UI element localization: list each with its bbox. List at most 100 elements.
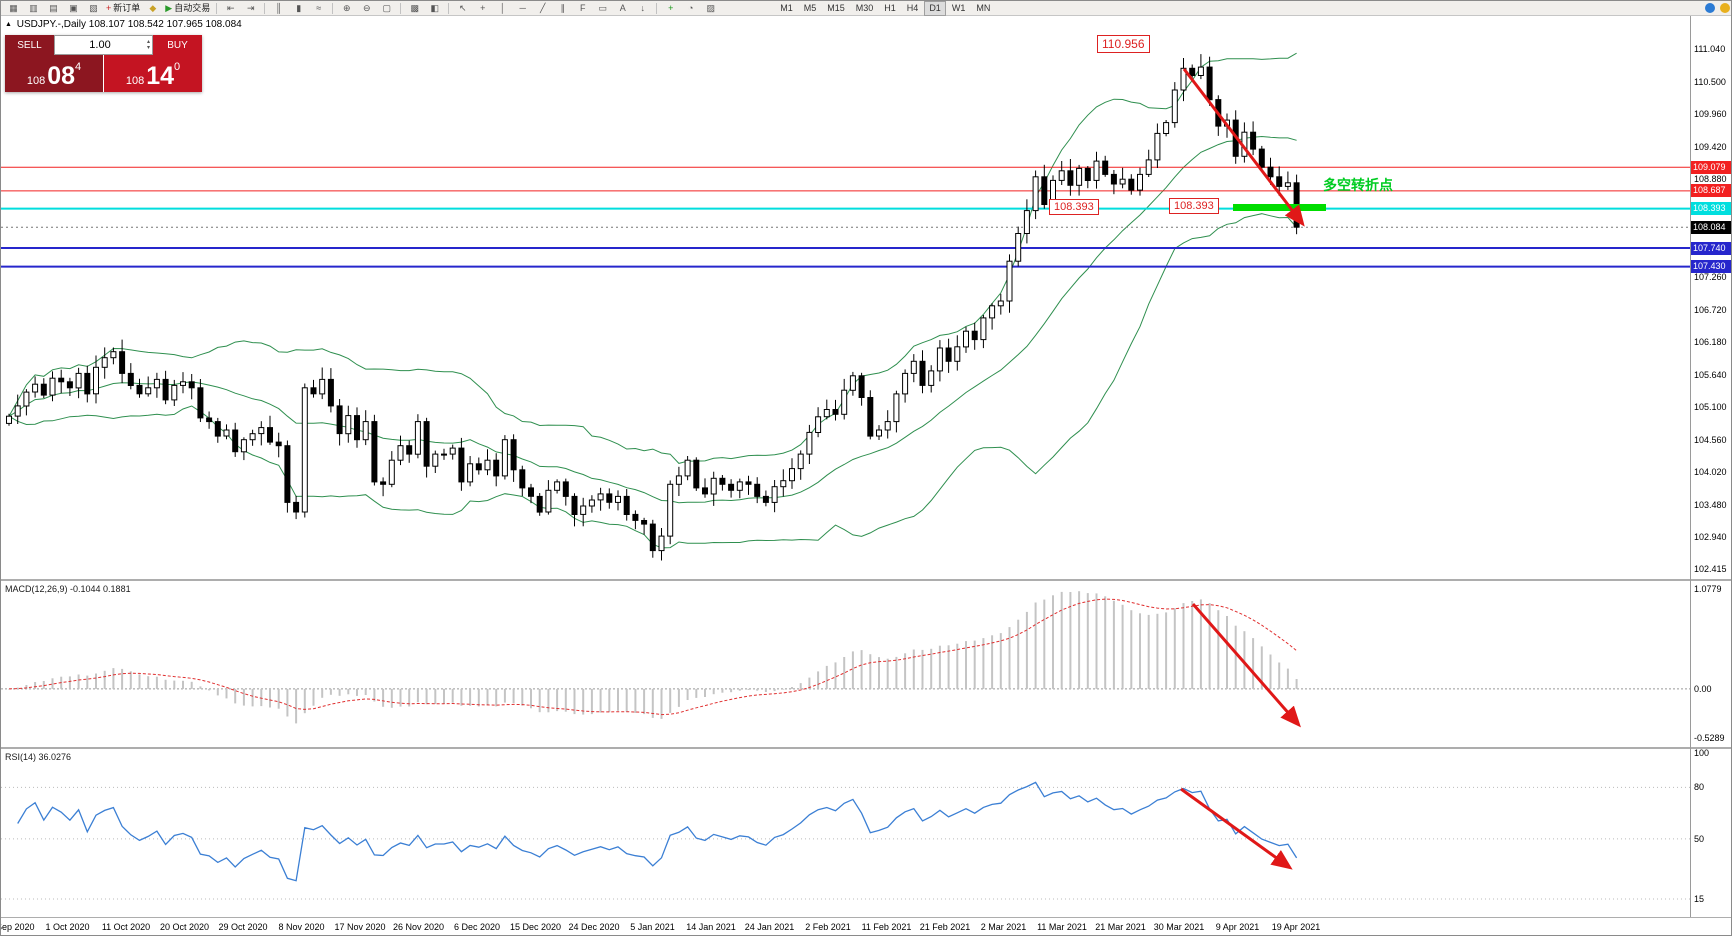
pane-separator[interactable]: [1, 579, 1731, 581]
chart-shift-icon[interactable]: ⇤: [226, 2, 235, 13]
spin-down-icon[interactable]: ▾: [146, 45, 150, 51]
new-chart-icon[interactable]: ▩: [410, 2, 419, 13]
periods-icon[interactable]: ◔: [688, 2, 694, 13]
timeframe-m1-button[interactable]: M1: [780, 2, 793, 13]
price-axis-label: 107.260: [1694, 271, 1727, 282]
turning-point-annotation[interactable]: 多空转折点: [1323, 177, 1393, 193]
timeframe-h4-button[interactable]: H4: [906, 2, 919, 13]
candlestick-chart-icon[interactable]: ▮: [296, 2, 302, 13]
time-axis-label: 30 Mar 2021: [1153, 922, 1205, 932]
price-level-tag: 107.430: [1691, 260, 1731, 274]
horizontal-line-icon[interactable]: ─: [519, 2, 526, 13]
rsi-line: [17, 781, 1298, 882]
notification-icon[interactable]: [1720, 3, 1730, 13]
ask-price-button[interactable]: 108 14 0: [104, 55, 202, 92]
price-axis-label: 111.040: [1694, 44, 1726, 54]
sell-button[interactable]: SELL: [5, 35, 54, 55]
buy-button[interactable]: BUY: [153, 35, 202, 55]
profiles-icon[interactable]: ◧: [430, 2, 439, 13]
time-axis-label: 29 Oct 2020: [218, 922, 268, 932]
timeframe-w1-button[interactable]: W1: [951, 2, 966, 13]
bid-big-digits: 08: [47, 62, 76, 90]
terminal-icon[interactable]: ▣: [69, 2, 78, 13]
time-axis[interactable]: 22 Sep 2020 1 Oct 2020 11 Oct 2020 20 Oct 2…: [1, 919, 1690, 935]
rsi-axis-label: 50: [1694, 833, 1705, 844]
time-axis-label: 17 Nov 2020: [334, 922, 386, 932]
time-axis-label: 19 Apr 2021: [1271, 922, 1321, 932]
timeframe-mn-button[interactable]: MN: [976, 2, 991, 13]
chart-symbol-header: ▲ USDJPY.-,Daily 108.107 108.542 107.965…: [5, 19, 242, 30]
rsi-pane[interactable]: [1, 749, 1690, 917]
spin-up-icon[interactable]: ▴: [146, 39, 150, 45]
arrow-objects-icon[interactable]: ↓: [640, 2, 645, 13]
bollinger-lower-band: [8, 213, 1297, 549]
zoom-out-icon[interactable]: ⊖: [362, 2, 371, 13]
bar-chart-icon[interactable]: ║: [275, 2, 282, 13]
bollinger-middle-band: [8, 135, 1297, 504]
indicators-icon[interactable]: +: [668, 2, 674, 13]
bid-price-button[interactable]: 108 08 4: [5, 55, 103, 92]
level-price-label[interactable]: 108.393: [1169, 198, 1219, 214]
time-axis-label: 24 Dec 2020: [568, 922, 620, 932]
time-axis-label: 14 Jan 2021: [686, 922, 736, 932]
macd-axis-label: 0.00: [1694, 683, 1712, 694]
macd-pane[interactable]: [1, 581, 1690, 747]
fibonacci-icon[interactable]: F: [579, 2, 586, 13]
tile-windows-icon[interactable]: ▢: [382, 2, 391, 13]
toolbar-separator: [216, 2, 218, 14]
navigator-icon[interactable]: ▤: [49, 2, 58, 13]
shapes-icon[interactable]: ▭: [598, 2, 607, 13]
rsi-axis-label: 100: [1694, 748, 1710, 758]
time-axis-label: 8 Nov 2020: [278, 922, 325, 932]
pane-separator[interactable]: [1, 747, 1731, 749]
level-price-label[interactable]: 108.393: [1049, 199, 1099, 215]
price-axis-label: 108.880: [1694, 174, 1727, 185]
current-price-tag: 108.084: [1691, 220, 1731, 234]
timeframe-m15-button[interactable]: M15: [827, 2, 845, 13]
trend-arrow: [1182, 68, 1305, 227]
macd-axis-label: -0.5289: [1694, 732, 1725, 743]
auto-scroll-icon[interactable]: ⇥: [246, 2, 255, 13]
volume-spinner[interactable]: ▴ ▾: [145, 39, 152, 51]
strategy-tester-icon[interactable]: ▧: [89, 2, 98, 13]
price-axis-label: 105.640: [1694, 369, 1727, 380]
price-axis-label: 109.960: [1694, 109, 1727, 120]
vertical-line-icon[interactable]: │: [499, 2, 506, 13]
cursor-icon[interactable]: ↖: [458, 2, 467, 13]
bollinger-upper-band: [8, 52, 1297, 464]
community-icon[interactable]: [1705, 3, 1715, 13]
volume-input[interactable]: [55, 38, 145, 52]
autotrading-button[interactable]: ▶ 自动交易: [165, 2, 211, 13]
line-chart-icon[interactable]: ≈: [316, 2, 322, 13]
zoom-in-icon[interactable]: ⊕: [342, 2, 351, 13]
time-axis-label: 11 Mar 2021: [1037, 922, 1087, 932]
time-axis-label: 21 Mar 2021: [1095, 922, 1146, 932]
templates-icon[interactable]: ▨: [706, 2, 715, 13]
rsi-indicator-label: RSI(14) 36.0276: [5, 752, 72, 762]
timeframe-m30-button[interactable]: M30: [855, 2, 874, 13]
price-level-tag: 108.687: [1691, 184, 1731, 198]
price-axis-label: 109.420: [1694, 141, 1727, 152]
timeframe-h1-button[interactable]: H1: [884, 2, 896, 13]
channel-icon[interactable]: ∥: [560, 2, 565, 13]
time-axis-label: 22 Sep 2020: [1, 922, 35, 932]
trendline-icon[interactable]: ╱: [540, 2, 546, 13]
toolbar: ▦ ▥ ▤ ▣ ▧ + 新订单 ◆ ▶ 自动交易 ⇤ ⇥ ║ ▮ ≈ ⊕ ⊖ ▢ ▩ ◧ ↖ + │ ─ ╱ ∥ F ▭ A ↓ + ◔ ▨ M…: [1, 1, 1731, 16]
price-axis-label: 103.480: [1694, 499, 1727, 510]
axis-divider: [1690, 16, 1691, 917]
new-order-button[interactable]: + 新订单: [106, 2, 141, 13]
macd-histogram: [8, 591, 1298, 724]
macd-axis-label: 1.0779: [1694, 584, 1722, 594]
crosshair-icon[interactable]: +: [480, 2, 486, 13]
text-label-icon[interactable]: A: [619, 2, 626, 13]
market-watch-icon[interactable]: ▦: [9, 2, 18, 13]
rsi-axis-label: 80: [1694, 782, 1705, 793]
peak-price-label[interactable]: 110.956: [1097, 35, 1150, 53]
data-window-icon[interactable]: ▥: [29, 2, 38, 13]
toolbar-separator: [332, 2, 334, 14]
timeframe-d1-button[interactable]: D1: [924, 1, 946, 16]
toolbar-separator: [400, 2, 402, 14]
metaeditor-icon[interactable]: ◆: [149, 2, 157, 13]
timeframe-m5-button[interactable]: M5: [803, 2, 817, 13]
price-chart-pane[interactable]: [1, 16, 1690, 579]
